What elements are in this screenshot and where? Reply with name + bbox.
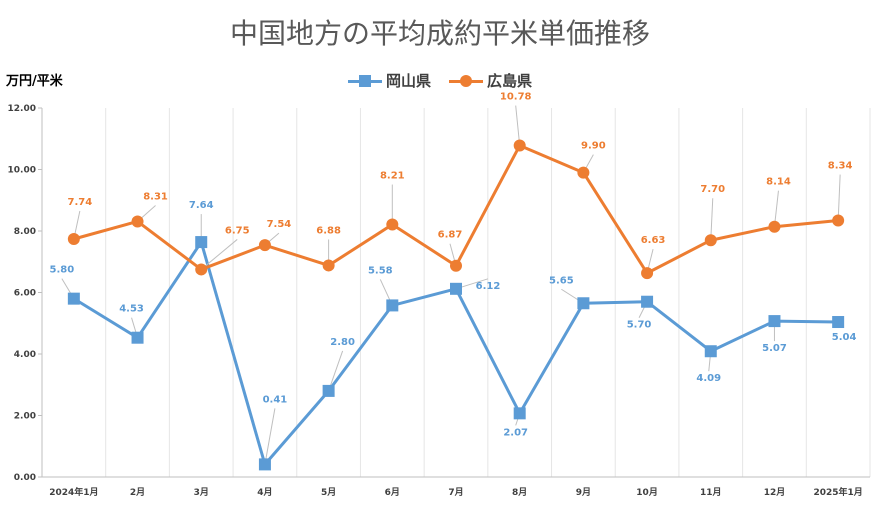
x-tick-label: 7月	[448, 487, 463, 498]
data-label: 5.04	[832, 332, 857, 343]
data-label: 6.12	[476, 281, 501, 292]
data-label: 5.80	[50, 265, 75, 276]
data-label: 6.63	[641, 235, 666, 246]
data-label: 8.21	[380, 171, 405, 182]
data-label: 8.14	[766, 177, 791, 188]
legend-item-hiroshima: 広島県	[449, 70, 532, 91]
data-label: 7.70	[700, 184, 725, 195]
x-tick-label: 10月	[636, 487, 658, 498]
legend-hiroshima-label: 広島県	[487, 72, 533, 90]
data-point-square	[577, 297, 590, 310]
data-point-square	[386, 299, 399, 312]
legend-okayama-label: 岡山県	[385, 72, 431, 90]
y-axis-unit-label: 万円/平米	[6, 74, 63, 89]
data-label-leader	[773, 190, 779, 227]
y-tick-label: 8.00	[14, 227, 36, 237]
data-label: 0.41	[263, 394, 288, 405]
data-label-leader	[837, 174, 841, 221]
y-tick-label: 4.00	[14, 350, 36, 360]
data-point-square	[67, 292, 80, 305]
x-tick-label: 11月	[700, 487, 722, 498]
chart-title: 中国地方の平均成約平米単価推移	[229, 17, 650, 50]
data-point-circle	[577, 166, 590, 179]
data-label: 6.87	[438, 230, 463, 241]
data-point-circle	[832, 214, 845, 227]
data-point-circle	[450, 259, 462, 272]
data-point-circle	[513, 139, 526, 152]
data-point-square	[832, 316, 845, 329]
y-tick-label: 12.00	[8, 104, 36, 114]
data-label-leader	[200, 239, 238, 270]
data-label: 10.78	[500, 92, 532, 103]
data-point-circle	[195, 263, 208, 276]
data-point-square	[131, 331, 144, 344]
data-label: 5.70	[627, 320, 652, 331]
data-point-circle	[67, 232, 80, 245]
x-tick-label: 12月	[764, 487, 786, 498]
data-point-square	[322, 384, 335, 397]
data-point-circle	[131, 215, 144, 228]
legend-hiroshima-swatch-icon	[449, 74, 483, 88]
data-point-square	[258, 458, 271, 471]
data-label: 6.75	[225, 225, 250, 236]
data-label: 7.74	[68, 197, 93, 208]
data-point-square	[641, 295, 654, 308]
data-label: 5.07	[762, 343, 787, 354]
data-label-leader	[515, 105, 521, 146]
legend: 岡山県 広島県	[0, 70, 880, 91]
data-label-leader	[328, 350, 344, 392]
series-line-0	[73, 240, 839, 466]
data-label: 5.65	[549, 275, 574, 286]
data-point-square	[195, 236, 208, 249]
data-label: 8.31	[143, 191, 168, 202]
data-label: 7.64	[189, 200, 214, 211]
x-tick-label: 2024年1月	[49, 486, 98, 498]
x-tick-label: 9月	[576, 487, 591, 498]
data-label-leader	[264, 408, 276, 465]
x-tick-label: 5月	[321, 487, 336, 498]
data-point-square	[513, 407, 526, 420]
data-point-circle	[704, 234, 717, 247]
data-label: 5.58	[368, 265, 393, 276]
legend-item-okayama: 岡山県	[347, 70, 431, 91]
y-tick-label: 10.00	[8, 166, 36, 176]
y-tick-label: 0.00	[14, 473, 36, 483]
data-label: 4.53	[119, 304, 144, 315]
data-label: 7.54	[267, 219, 292, 230]
data-label: 6.88	[316, 225, 341, 236]
x-tick-label: 8月	[512, 487, 527, 498]
x-tick-label: 4月	[257, 487, 272, 498]
y-tick-label: 6.00	[14, 289, 36, 299]
data-label: 4.09	[696, 373, 721, 384]
data-label: 2.07	[503, 427, 528, 438]
x-tick-label: 2月	[130, 487, 145, 498]
data-point-square	[704, 345, 717, 358]
x-tick-label: 3月	[194, 487, 209, 498]
y-tick-label: 2.00	[14, 412, 36, 422]
x-tick-label: 6月	[385, 487, 400, 498]
data-label-leader	[710, 198, 714, 241]
x-tick-label: 2025年1月	[813, 486, 862, 498]
data-label: 8.34	[828, 161, 853, 172]
data-point-circle	[768, 220, 781, 233]
data-point-square	[450, 282, 462, 295]
legend-okayama-swatch-icon	[347, 74, 382, 88]
data-label: 9.90	[581, 141, 606, 152]
data-point-circle	[322, 259, 335, 272]
data-point-square	[768, 315, 781, 328]
data-point-circle	[641, 267, 654, 280]
data-point-circle	[386, 218, 399, 231]
data-label: 2.80	[330, 337, 355, 348]
data-point-circle	[258, 239, 271, 252]
